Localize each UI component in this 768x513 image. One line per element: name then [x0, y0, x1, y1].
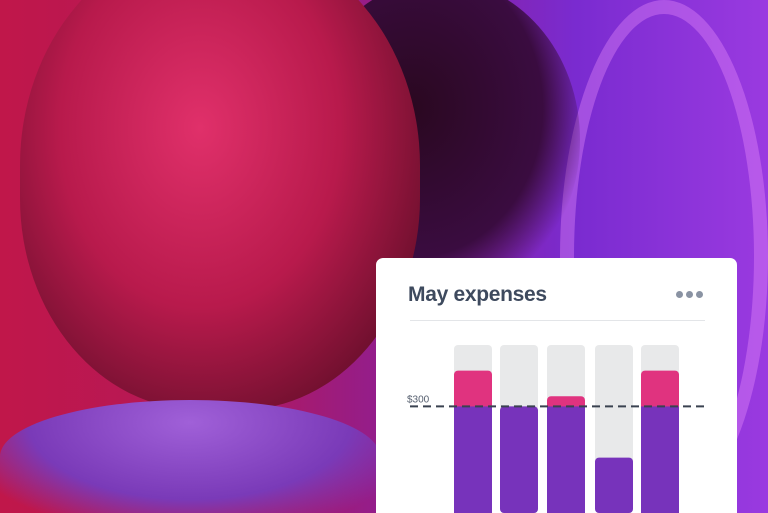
divider — [410, 320, 705, 321]
bar-value — [500, 406, 538, 513]
bar-value — [641, 406, 679, 513]
bar-value — [595, 457, 633, 513]
bar-value — [547, 406, 585, 513]
more-horizontal-icon[interactable] — [676, 286, 706, 302]
expenses-card: May expenses $300 — [376, 258, 737, 513]
shirt — [0, 400, 380, 513]
bar-value — [454, 406, 492, 513]
card-title: May expenses — [408, 283, 547, 306]
smiling-face — [20, 0, 420, 410]
bar-chart: $300 — [407, 345, 706, 513]
threshold-label: $300 — [407, 394, 430, 405]
